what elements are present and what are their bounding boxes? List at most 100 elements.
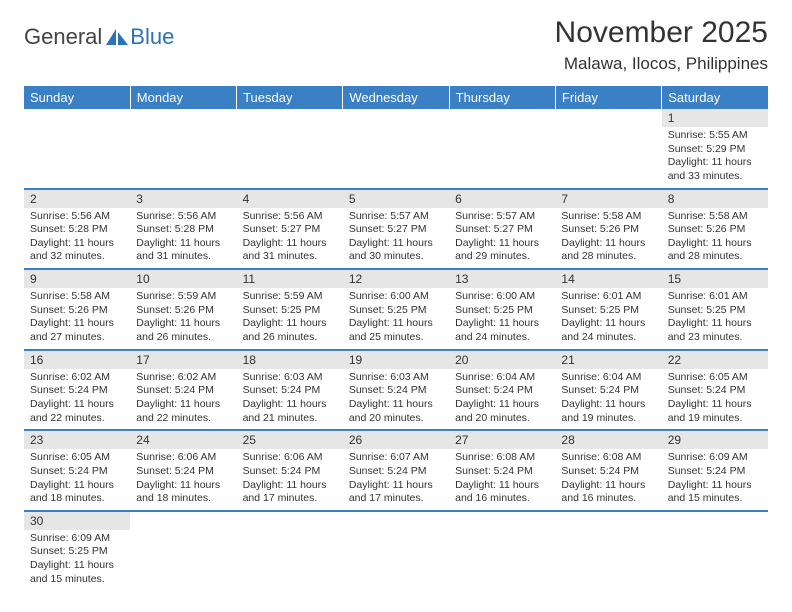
day-number: 1: [662, 109, 768, 127]
calendar-row: 16Sunrise: 6:02 AMSunset: 5:24 PMDayligh…: [24, 350, 768, 431]
day-number: 12: [343, 270, 449, 288]
day-dl2: and 25 minutes.: [349, 331, 443, 345]
day-number: 22: [662, 351, 768, 369]
day-details: Sunrise: 5:57 AMSunset: 5:27 PMDaylight:…: [343, 208, 449, 269]
day-dl2: and 16 minutes.: [561, 492, 655, 506]
calendar-cell: 11Sunrise: 5:59 AMSunset: 5:25 PMDayligh…: [237, 269, 343, 350]
day-details: Sunrise: 6:05 AMSunset: 5:24 PMDaylight:…: [662, 369, 768, 430]
day-number: 16: [24, 351, 130, 369]
day-ss: Sunset: 5:24 PM: [136, 384, 230, 398]
day-number: 13: [449, 270, 555, 288]
day-dl2: and 22 minutes.: [30, 412, 124, 426]
location-text: Malawa, Ilocos, Philippines: [555, 54, 768, 74]
calendar-cell: 4Sunrise: 5:56 AMSunset: 5:27 PMDaylight…: [237, 189, 343, 270]
day-sr: Sunrise: 5:58 AM: [561, 210, 655, 224]
calendar-cell: 8Sunrise: 5:58 AMSunset: 5:26 PMDaylight…: [662, 189, 768, 270]
calendar-cell: 12Sunrise: 6:00 AMSunset: 5:25 PMDayligh…: [343, 269, 449, 350]
day-sr: Sunrise: 6:01 AM: [668, 290, 762, 304]
calendar-row: 1Sunrise: 5:55 AMSunset: 5:29 PMDaylight…: [24, 109, 768, 189]
day-details: Sunrise: 6:06 AMSunset: 5:24 PMDaylight:…: [130, 449, 236, 510]
calendar-cell: [130, 109, 236, 189]
calendar-cell: [555, 511, 661, 591]
day-number: 29: [662, 431, 768, 449]
day-ss: Sunset: 5:26 PM: [30, 304, 124, 318]
day-details: Sunrise: 6:02 AMSunset: 5:24 PMDaylight:…: [24, 369, 130, 430]
day-dl2: and 27 minutes.: [30, 331, 124, 345]
day-dl1: Daylight: 11 hours: [243, 479, 337, 493]
day-number: 24: [130, 431, 236, 449]
day-dl1: Daylight: 11 hours: [30, 237, 124, 251]
day-dl1: Daylight: 11 hours: [455, 398, 549, 412]
day-sr: Sunrise: 6:06 AM: [243, 451, 337, 465]
day-number: 5: [343, 190, 449, 208]
day-ss: Sunset: 5:24 PM: [30, 384, 124, 398]
day-dl2: and 16 minutes.: [455, 492, 549, 506]
day-number: 11: [237, 270, 343, 288]
day-ss: Sunset: 5:24 PM: [349, 465, 443, 479]
calendar-cell: 14Sunrise: 6:01 AMSunset: 5:25 PMDayligh…: [555, 269, 661, 350]
calendar-cell: 13Sunrise: 6:00 AMSunset: 5:25 PMDayligh…: [449, 269, 555, 350]
day-dl2: and 32 minutes.: [30, 250, 124, 264]
calendar-row: 9Sunrise: 5:58 AMSunset: 5:26 PMDaylight…: [24, 269, 768, 350]
calendar-row: 23Sunrise: 6:05 AMSunset: 5:24 PMDayligh…: [24, 430, 768, 511]
day-dl2: and 26 minutes.: [136, 331, 230, 345]
day-details: Sunrise: 5:56 AMSunset: 5:28 PMDaylight:…: [24, 208, 130, 269]
day-details: Sunrise: 6:03 AMSunset: 5:24 PMDaylight:…: [237, 369, 343, 430]
calendar-cell: 7Sunrise: 5:58 AMSunset: 5:26 PMDaylight…: [555, 189, 661, 270]
weekday-header: Thursday: [449, 86, 555, 109]
calendar-cell: 16Sunrise: 6:02 AMSunset: 5:24 PMDayligh…: [24, 350, 130, 431]
day-dl1: Daylight: 11 hours: [349, 317, 443, 331]
day-ss: Sunset: 5:24 PM: [561, 465, 655, 479]
day-dl2: and 33 minutes.: [668, 170, 762, 184]
day-dl2: and 24 minutes.: [455, 331, 549, 345]
calendar-cell: 27Sunrise: 6:08 AMSunset: 5:24 PMDayligh…: [449, 430, 555, 511]
day-number: 4: [237, 190, 343, 208]
day-ss: Sunset: 5:24 PM: [668, 465, 762, 479]
day-sr: Sunrise: 6:02 AM: [136, 371, 230, 385]
calendar-cell: 28Sunrise: 6:08 AMSunset: 5:24 PMDayligh…: [555, 430, 661, 511]
day-details: Sunrise: 6:02 AMSunset: 5:24 PMDaylight:…: [130, 369, 236, 430]
day-dl2: and 24 minutes.: [561, 331, 655, 345]
calendar-cell: 5Sunrise: 5:57 AMSunset: 5:27 PMDaylight…: [343, 189, 449, 270]
day-details: Sunrise: 6:08 AMSunset: 5:24 PMDaylight:…: [555, 449, 661, 510]
day-dl1: Daylight: 11 hours: [668, 317, 762, 331]
day-ss: Sunset: 5:24 PM: [668, 384, 762, 398]
calendar-cell: 21Sunrise: 6:04 AMSunset: 5:24 PMDayligh…: [555, 350, 661, 431]
calendar-cell: 29Sunrise: 6:09 AMSunset: 5:24 PMDayligh…: [662, 430, 768, 511]
day-details: Sunrise: 6:08 AMSunset: 5:24 PMDaylight:…: [449, 449, 555, 510]
logo-text-blue: Blue: [130, 24, 174, 50]
day-dl2: and 26 minutes.: [243, 331, 337, 345]
day-details: Sunrise: 6:01 AMSunset: 5:25 PMDaylight:…: [555, 288, 661, 349]
day-dl2: and 28 minutes.: [561, 250, 655, 264]
day-dl2: and 15 minutes.: [668, 492, 762, 506]
day-dl1: Daylight: 11 hours: [455, 317, 549, 331]
calendar-cell: 9Sunrise: 5:58 AMSunset: 5:26 PMDaylight…: [24, 269, 130, 350]
day-ss: Sunset: 5:27 PM: [455, 223, 549, 237]
calendar-cell: 10Sunrise: 5:59 AMSunset: 5:26 PMDayligh…: [130, 269, 236, 350]
weekday-header: Friday: [555, 86, 661, 109]
day-dl1: Daylight: 11 hours: [243, 237, 337, 251]
calendar-table: Sunday Monday Tuesday Wednesday Thursday…: [24, 86, 768, 590]
calendar-cell: 6Sunrise: 5:57 AMSunset: 5:27 PMDaylight…: [449, 189, 555, 270]
calendar-cell: 30Sunrise: 6:09 AMSunset: 5:25 PMDayligh…: [24, 511, 130, 591]
calendar-cell: 20Sunrise: 6:04 AMSunset: 5:24 PMDayligh…: [449, 350, 555, 431]
day-ss: Sunset: 5:26 PM: [668, 223, 762, 237]
day-dl1: Daylight: 11 hours: [561, 237, 655, 251]
day-number: 9: [24, 270, 130, 288]
calendar-cell: 15Sunrise: 6:01 AMSunset: 5:25 PMDayligh…: [662, 269, 768, 350]
day-dl2: and 15 minutes.: [30, 573, 124, 587]
weekday-header-row: Sunday Monday Tuesday Wednesday Thursday…: [24, 86, 768, 109]
day-details: Sunrise: 5:59 AMSunset: 5:25 PMDaylight:…: [237, 288, 343, 349]
day-ss: Sunset: 5:29 PM: [668, 143, 762, 157]
day-dl1: Daylight: 11 hours: [349, 237, 443, 251]
title-block: November 2025 Malawa, Ilocos, Philippine…: [555, 16, 768, 74]
calendar-cell: 17Sunrise: 6:02 AMSunset: 5:24 PMDayligh…: [130, 350, 236, 431]
day-number: 18: [237, 351, 343, 369]
day-sr: Sunrise: 6:06 AM: [136, 451, 230, 465]
calendar-cell: 22Sunrise: 6:05 AMSunset: 5:24 PMDayligh…: [662, 350, 768, 431]
day-sr: Sunrise: 5:55 AM: [668, 129, 762, 143]
day-dl1: Daylight: 11 hours: [668, 479, 762, 493]
weekday-header: Tuesday: [237, 86, 343, 109]
day-sr: Sunrise: 6:09 AM: [30, 532, 124, 546]
day-number: 21: [555, 351, 661, 369]
